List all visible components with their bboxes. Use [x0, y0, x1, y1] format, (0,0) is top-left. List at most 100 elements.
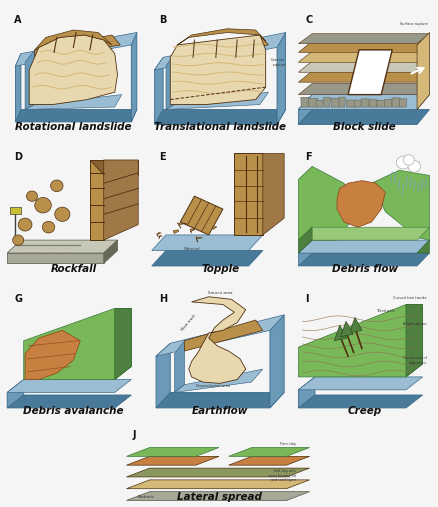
- Polygon shape: [166, 54, 174, 110]
- Polygon shape: [298, 253, 430, 266]
- Polygon shape: [298, 95, 312, 124]
- Circle shape: [408, 161, 420, 172]
- Polygon shape: [298, 110, 430, 124]
- Text: H: H: [159, 294, 167, 304]
- Polygon shape: [339, 97, 346, 107]
- Polygon shape: [348, 50, 392, 95]
- Polygon shape: [298, 377, 315, 408]
- Text: Material: Material: [184, 247, 200, 251]
- Polygon shape: [177, 29, 265, 45]
- Polygon shape: [308, 98, 318, 107]
- Polygon shape: [298, 240, 312, 266]
- Polygon shape: [115, 308, 131, 379]
- Polygon shape: [127, 448, 219, 456]
- Polygon shape: [166, 92, 268, 110]
- Polygon shape: [25, 50, 35, 110]
- Polygon shape: [399, 99, 407, 107]
- Polygon shape: [155, 57, 163, 124]
- Polygon shape: [152, 250, 263, 266]
- Polygon shape: [298, 240, 430, 253]
- Polygon shape: [152, 235, 263, 250]
- Text: Topple: Topple: [201, 264, 239, 274]
- Polygon shape: [196, 237, 202, 242]
- Polygon shape: [127, 480, 310, 489]
- Polygon shape: [35, 35, 120, 60]
- Polygon shape: [371, 170, 430, 240]
- Polygon shape: [350, 317, 362, 333]
- Text: Contour
rupture: Contour rupture: [271, 58, 286, 67]
- Polygon shape: [298, 84, 430, 95]
- Circle shape: [403, 155, 414, 165]
- Polygon shape: [156, 343, 170, 408]
- Polygon shape: [301, 97, 309, 107]
- Text: Depositional area: Depositional area: [196, 384, 230, 388]
- Text: C: C: [305, 15, 313, 25]
- Polygon shape: [298, 95, 430, 110]
- Polygon shape: [7, 240, 117, 253]
- Text: G: G: [14, 294, 22, 304]
- Polygon shape: [406, 305, 423, 377]
- Polygon shape: [417, 240, 430, 253]
- Polygon shape: [15, 32, 137, 66]
- Text: Curved tree trunks: Curved tree trunks: [393, 296, 427, 300]
- Circle shape: [51, 180, 63, 192]
- Polygon shape: [156, 315, 284, 356]
- Polygon shape: [173, 230, 179, 234]
- Polygon shape: [362, 99, 369, 107]
- Polygon shape: [298, 166, 358, 240]
- Text: I: I: [305, 294, 309, 304]
- Polygon shape: [159, 235, 162, 239]
- Polygon shape: [7, 379, 131, 392]
- Polygon shape: [298, 395, 423, 408]
- Text: Rotational landslide: Rotational landslide: [15, 122, 131, 132]
- Polygon shape: [354, 100, 361, 107]
- Text: Debris avalanche: Debris avalanche: [23, 406, 124, 416]
- Polygon shape: [29, 35, 117, 104]
- Polygon shape: [174, 35, 268, 63]
- Circle shape: [35, 197, 51, 213]
- Polygon shape: [15, 110, 137, 122]
- Polygon shape: [24, 308, 131, 379]
- Polygon shape: [298, 61, 430, 72]
- Polygon shape: [334, 325, 347, 341]
- Text: E: E: [159, 152, 166, 162]
- Circle shape: [396, 156, 410, 169]
- Text: B: B: [159, 15, 166, 25]
- Polygon shape: [263, 154, 284, 235]
- Polygon shape: [190, 228, 194, 232]
- Polygon shape: [25, 331, 80, 379]
- Polygon shape: [191, 229, 195, 233]
- Polygon shape: [131, 32, 137, 122]
- Text: Bedrock: Bedrock: [138, 494, 155, 498]
- Text: Firm clay: Firm clay: [280, 442, 296, 446]
- Polygon shape: [25, 95, 122, 110]
- Text: Main track: Main track: [180, 313, 197, 332]
- Polygon shape: [212, 227, 216, 229]
- Text: D: D: [14, 152, 22, 162]
- Text: Bulge/rupture: Bulge/rupture: [403, 322, 427, 326]
- Polygon shape: [184, 320, 263, 351]
- Polygon shape: [174, 369, 263, 392]
- Polygon shape: [340, 321, 353, 337]
- Polygon shape: [90, 160, 104, 240]
- Polygon shape: [234, 154, 263, 235]
- Text: Creep: Creep: [348, 406, 381, 416]
- Polygon shape: [316, 100, 323, 107]
- Polygon shape: [229, 448, 310, 456]
- Polygon shape: [298, 41, 430, 52]
- Polygon shape: [385, 99, 392, 107]
- Polygon shape: [417, 32, 430, 110]
- Polygon shape: [127, 456, 219, 465]
- Polygon shape: [331, 98, 340, 107]
- Text: Fences out of
alignment: Fences out of alignment: [403, 356, 427, 365]
- Polygon shape: [127, 468, 310, 477]
- Polygon shape: [189, 297, 246, 383]
- Text: Translational landslide: Translational landslide: [154, 122, 286, 132]
- Text: Block slide: Block slide: [333, 122, 396, 132]
- Polygon shape: [180, 196, 223, 235]
- Circle shape: [42, 222, 55, 233]
- Polygon shape: [298, 227, 312, 253]
- Circle shape: [13, 235, 24, 245]
- Polygon shape: [369, 100, 378, 107]
- Polygon shape: [392, 98, 400, 107]
